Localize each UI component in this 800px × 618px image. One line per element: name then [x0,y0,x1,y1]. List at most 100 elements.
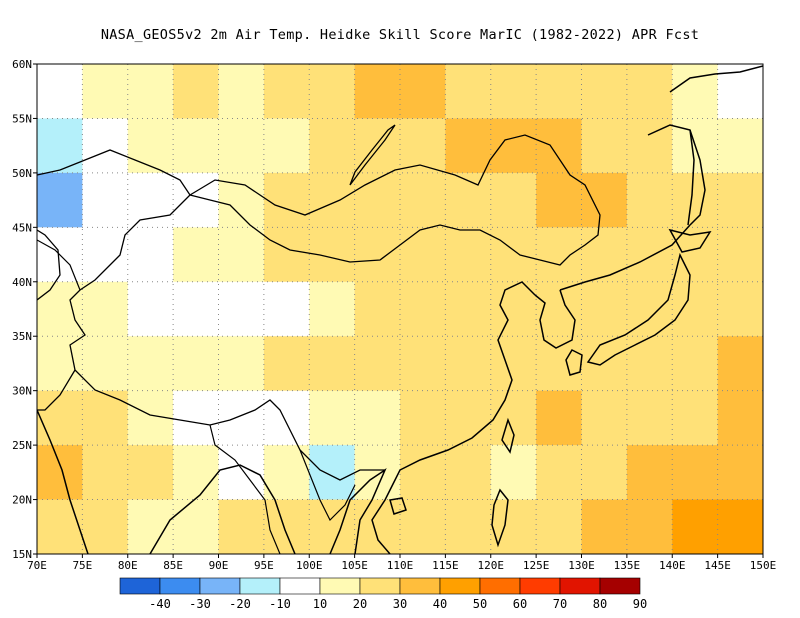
field-cell [263,172,310,228]
field-cell [490,336,537,392]
field-cell [490,445,537,501]
field-cell [626,172,673,228]
colorbar-label: 30 [393,597,407,611]
border-china-west [69,194,385,481]
axes: 70E 75E 80E 85E 90E 95E 100E 105E 110E 115E 120E 12… [12,58,776,572]
y-tick-label: 35N [12,330,32,343]
colorbar-swatch [519,577,561,595]
field-cell [218,390,265,446]
coastline-china [371,281,536,554]
field-cell [173,281,219,337]
field-cell [581,336,628,392]
field-cell [445,64,492,119]
field-cell [536,227,582,283]
colorbar-swatch [279,577,321,595]
field-cell [536,118,582,174]
field-cell [309,281,356,337]
coastline-hokkaido [668,228,712,253]
coastline-luzon [491,488,509,548]
field-cell [672,227,719,283]
field-cell [127,227,174,283]
field-cell [581,64,628,119]
field-cell [490,118,537,174]
colorbar-swatch [159,577,201,595]
colorbar-swatch [479,577,521,595]
border-himalaya [37,369,76,411]
colorbar-label: 20 [353,597,367,611]
field-cell [581,281,628,337]
field-cell [218,118,265,174]
skill-score-field [37,64,763,554]
field-cell [445,445,492,501]
field-cell [263,227,310,283]
x-tick-label: 80E [118,559,138,572]
field-cell [536,336,582,392]
field-cell [400,499,446,554]
lat-lon-gridlines [37,64,763,554]
field-cell [309,499,356,554]
coastline-japan [586,252,691,366]
field-cell [37,336,83,392]
field-cell [127,281,174,337]
field-cell [717,336,763,392]
x-tick-label: 140E [659,559,686,572]
field-cell [581,118,628,174]
field-cell [536,64,582,119]
field-cell [127,445,174,501]
field-cell [536,499,582,554]
field-cell [37,499,83,554]
field-cell [37,281,83,337]
x-tick-label: 130E [568,559,595,572]
field-cell [263,281,310,337]
field-cell [445,336,492,392]
coastline-arctic [669,65,763,93]
colorbar-label: -20 [229,597,251,611]
field-cell [626,336,673,392]
coastline-taiwan [501,417,515,454]
y-tick-label: 55N [12,112,32,125]
colorbar-swatch [559,577,601,595]
field-cell [309,172,356,228]
y-tick-label: 20N [12,494,32,507]
field-cell [82,118,129,174]
field-cell [717,281,763,337]
field-cell [717,172,763,228]
coastline-kyushu [565,349,583,376]
field-cell [626,390,673,446]
field-cell [82,281,129,337]
coastline-fareast [559,224,691,291]
field-cell [218,336,265,392]
field-cell [717,390,763,446]
field-cell [82,499,129,554]
field-cell [127,172,174,228]
field-cell [490,281,537,337]
field-cell [263,390,310,446]
field-cell [581,172,628,228]
border-myanmar [209,424,281,554]
x-tick-label: 105E [341,559,368,572]
field-cell [445,172,492,228]
field-cell [173,118,219,174]
field-cell [309,64,356,119]
colorbar-label: 50 [473,597,487,611]
coastline-bengal [149,464,296,554]
field-cell [37,390,83,446]
field-cell [37,172,83,228]
field-cell [263,64,310,119]
field-cell [581,445,628,501]
field-cell [173,390,219,446]
border-indochina [299,449,356,522]
field-cell [672,172,719,228]
field-cell [536,445,582,501]
field-cell [490,172,537,228]
field-cell [400,390,446,446]
border-kazakhstan [37,149,191,196]
field-cell [354,227,401,283]
chart-title: NASA_GEOS5v2 2m Air Temp. Heidke Skill S… [100,27,700,43]
field-cell [263,118,310,174]
field-cell [672,390,719,446]
y-tick-label: 45N [12,221,32,234]
field-cell [309,390,356,446]
x-tick-label: 125E [523,559,550,572]
field-cell [717,118,763,174]
